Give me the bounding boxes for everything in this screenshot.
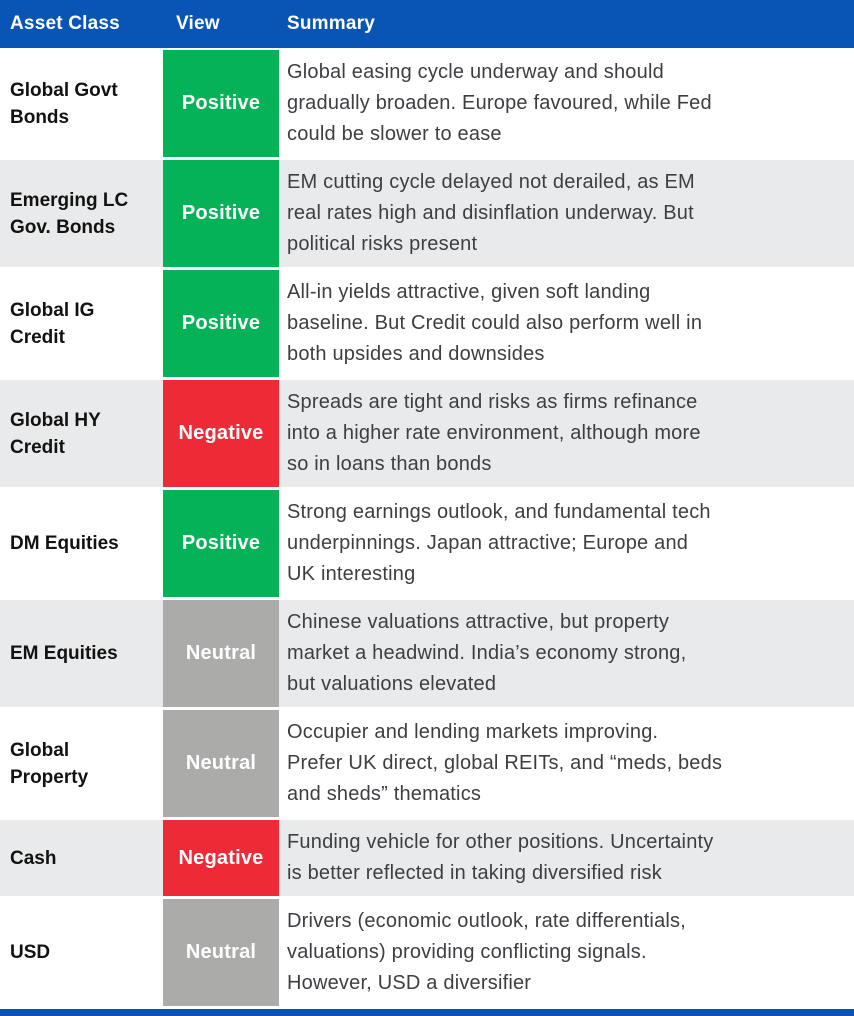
asset-class-cell: Global Govt Bonds <box>0 50 163 160</box>
view-badge: Positive <box>163 50 279 160</box>
summary-cell: Spreads are tight and risks as firms ref… <box>279 380 854 490</box>
asset-class-cell: Global IG Credit <box>0 270 163 380</box>
table-row: Global IG Credit Positive All-in yields at… <box>0 270 854 380</box>
asset-class-cell: EM Equities <box>0 600 163 710</box>
summary-cell: Drivers (economic outlook, rate differen… <box>279 899 854 1009</box>
view-badge: Positive <box>163 160 279 270</box>
summary-cell: Funding vehicle for other positions. Unc… <box>279 820 854 899</box>
summary-cell: All-in yields attractive, given soft lan… <box>279 270 854 380</box>
asset-class-cell: Emerging LC Gov. Bonds <box>0 160 163 270</box>
header-row: Asset Class View Summary <box>0 0 854 50</box>
table-body: Global Govt Bonds Positive Global easing c… <box>0 50 854 1009</box>
asset-class-cell: Cash <box>0 820 163 899</box>
summary-cell: Global easing cycle underway and should … <box>279 50 854 160</box>
table-row: EM Equities Neutral Chinese valuations att… <box>0 600 854 710</box>
asset-class-cell: Global Property <box>0 710 163 820</box>
asset-class-cell: USD <box>0 899 163 1009</box>
table-row: USD Neutral Drivers (economic outlook, rat… <box>0 899 854 1009</box>
summary-cell: Strong earnings outlook, and fundamental… <box>279 490 854 600</box>
table-row: Global Property Neutral Occupier and lendi… <box>0 710 854 820</box>
footer-accent-bar <box>0 1009 854 1016</box>
view-badge: Neutral <box>163 710 279 820</box>
asset-class-cell: DM Equities <box>0 490 163 600</box>
view-badge: Negative <box>163 820 279 899</box>
summary-cell: EM cutting cycle delayed not derailed, a… <box>279 160 854 270</box>
table-row: Global Govt Bonds Positive Global easing c… <box>0 50 854 160</box>
table-row: DM Equities Positive Strong earnings outlo… <box>0 490 854 600</box>
view-badge: Neutral <box>163 600 279 710</box>
summary-cell: Chinese valuations attractive, but prope… <box>279 600 854 710</box>
table-row: Emerging LC Gov. Bonds Positive EM cutting… <box>0 160 854 270</box>
table-header: Asset Class View Summary <box>0 0 854 50</box>
summary-cell: Occupier and lending markets improving. … <box>279 710 854 820</box>
col-header-summary: Summary <box>279 0 854 50</box>
col-header-asset-class: Asset Class <box>0 0 163 50</box>
view-badge: Positive <box>163 270 279 380</box>
table-row: Cash Negative Funding vehicle for other po… <box>0 820 854 899</box>
col-header-view: View <box>163 0 279 50</box>
table-row: Global HY Credit Negative Spreads are tigh… <box>0 380 854 490</box>
view-badge: Positive <box>163 490 279 600</box>
view-badge: Neutral <box>163 899 279 1009</box>
asset-class-cell: Global HY Credit <box>0 380 163 490</box>
view-badge: Negative <box>163 380 279 490</box>
